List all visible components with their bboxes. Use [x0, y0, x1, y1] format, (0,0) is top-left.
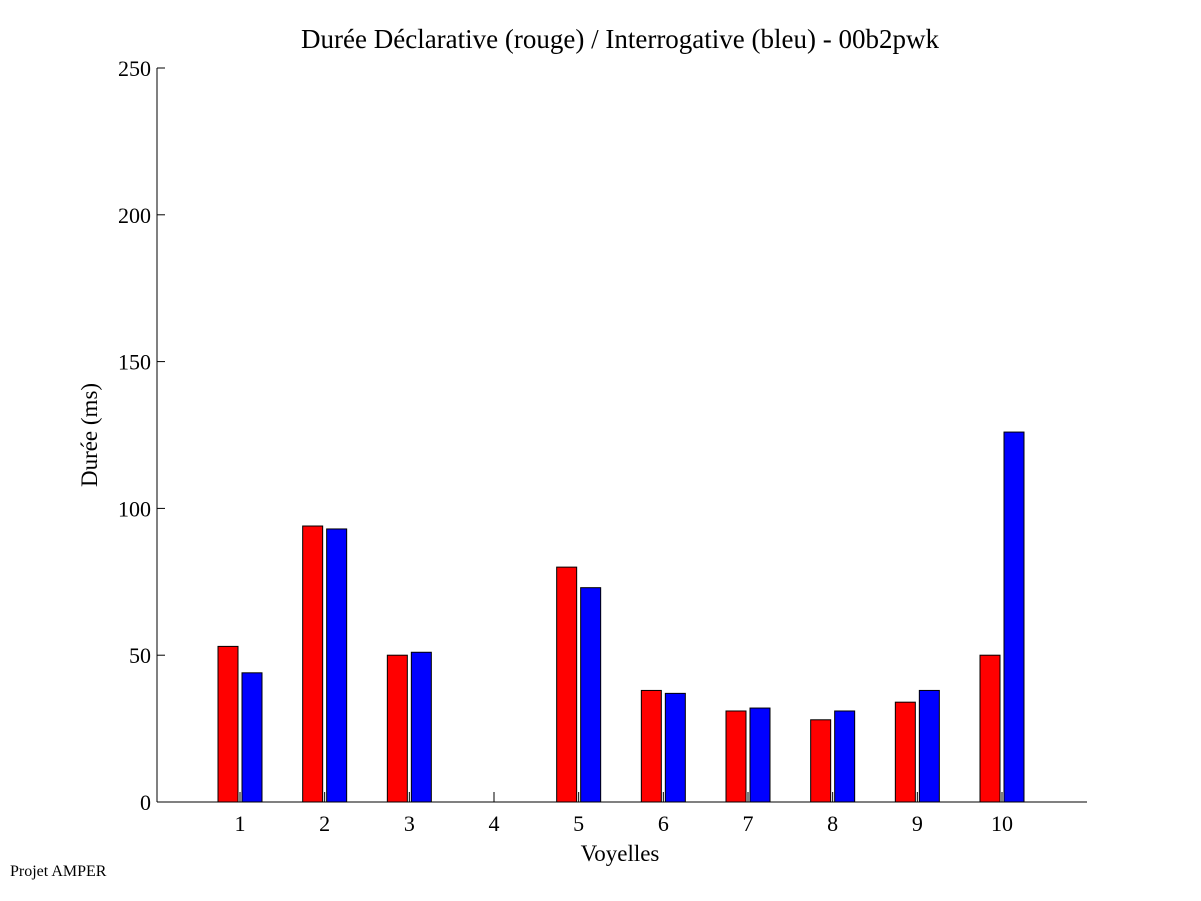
y-tick-label: 250: [118, 56, 151, 81]
x-tick-label: 6: [658, 811, 669, 836]
bar-interrogative-1: [241, 672, 263, 803]
bar-interrogative-3: [410, 651, 432, 803]
y-tick-label: 100: [118, 496, 151, 521]
y-tick-label: 200: [118, 203, 151, 228]
x-tick-label: 7: [743, 811, 754, 836]
y-tick-label: 50: [129, 643, 151, 668]
bar-declarative-3: [386, 654, 408, 803]
bar-declarative-8: [810, 719, 832, 803]
x-tick-label: 9: [912, 811, 923, 836]
x-tick-label: 1: [235, 811, 246, 836]
bar-declarative-1: [217, 645, 239, 803]
bar-interrogative-2: [326, 528, 348, 803]
x-tick-label: 8: [827, 811, 838, 836]
y-axis-label: Durée (ms): [77, 383, 102, 487]
x-tick-label: 3: [404, 811, 415, 836]
bar-declarative-7: [725, 710, 747, 803]
bar-interrogative-10: [1003, 431, 1025, 803]
footer-credit: Projet AMPER: [10, 863, 107, 880]
bar-declarative-5: [556, 566, 578, 803]
bar-interrogative-9: [918, 689, 940, 803]
chart-title: Durée Déclarative (rouge) / Interrogativ…: [301, 24, 939, 54]
bar-interrogative-5: [580, 587, 602, 803]
y-tick-label: 0: [140, 790, 151, 815]
y-tick-label: 150: [118, 350, 151, 375]
x-tick-label: 4: [489, 811, 500, 836]
bar-declarative-6: [640, 689, 662, 803]
y-ticks-group: 0 50 100 150 200 250: [118, 56, 165, 815]
x-tick-label: 5: [573, 811, 584, 836]
x-ticks-group: 1 2 3 4 5 6 7 8 9 10: [235, 792, 1013, 836]
x-axis-label: Voyelles: [581, 841, 660, 866]
bar-declarative-2: [302, 525, 324, 803]
bar-interrogative-8: [834, 710, 856, 803]
bar-interrogative-6: [664, 692, 686, 803]
x-tick-label: 10: [991, 811, 1013, 836]
bars-group: [217, 431, 1025, 803]
x-tick-label: 2: [319, 811, 330, 836]
bar-declarative-9: [894, 701, 916, 803]
axes-group: [156, 68, 1087, 803]
bar-declarative-10: [979, 654, 1001, 803]
bar-interrogative-7: [749, 707, 771, 803]
